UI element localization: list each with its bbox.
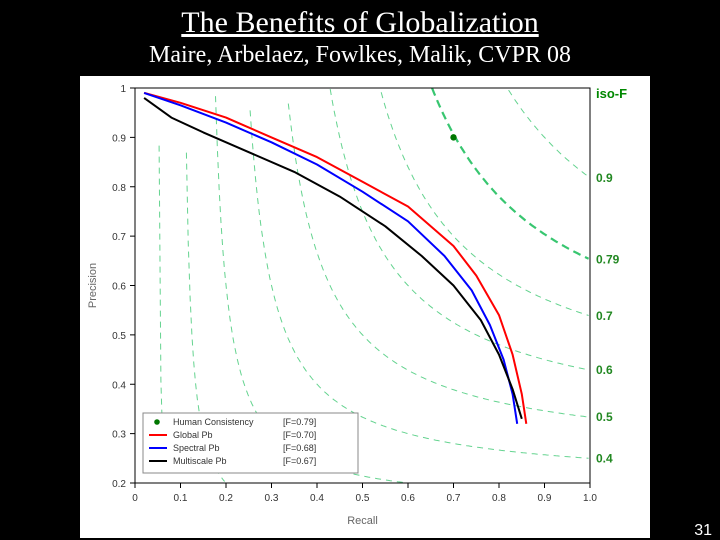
svg-text:[F=0.67]: [F=0.67] — [283, 456, 316, 466]
slide: The Benefits of Globalization Maire, Arb… — [0, 6, 720, 540]
svg-text:0.8: 0.8 — [112, 183, 126, 194]
svg-text:Spectral Pb: Spectral Pb — [173, 443, 220, 453]
svg-text:0.6: 0.6 — [112, 282, 126, 293]
svg-text:0.7: 0.7 — [112, 232, 126, 243]
svg-text:Global Pb: Global Pb — [173, 430, 213, 440]
svg-text:0.2: 0.2 — [219, 493, 233, 504]
svg-text:0.4: 0.4 — [310, 493, 324, 504]
svg-text:[F=0.79]: [F=0.79] — [283, 417, 316, 427]
svg-text:0.3: 0.3 — [265, 493, 279, 504]
svg-text:0.4: 0.4 — [596, 451, 613, 465]
page-number: 31 — [694, 522, 712, 540]
pr-chart: 0.4 0.5 0.6 0.7 0.79 0.9 iso-F 0 0.1 0.2 0.3 0.4 0.5… — [80, 76, 650, 538]
svg-text:0.1: 0.1 — [174, 493, 188, 504]
svg-text:Multiscale Pb: Multiscale Pb — [173, 456, 227, 466]
svg-text:[F=0.70]: [F=0.70] — [283, 430, 316, 440]
svg-text:0.5: 0.5 — [596, 410, 613, 424]
svg-text:[F=0.68]: [F=0.68] — [283, 443, 316, 453]
svg-text:Recall: Recall — [347, 515, 378, 527]
svg-text:0: 0 — [132, 493, 138, 504]
svg-text:0.9: 0.9 — [112, 133, 126, 144]
svg-text:0.5: 0.5 — [112, 331, 126, 342]
svg-text:0.8: 0.8 — [492, 493, 506, 504]
svg-text:0.9: 0.9 — [538, 493, 552, 504]
page-title: The Benefits of Globalization — [0, 6, 720, 40]
svg-text:0.79: 0.79 — [596, 252, 620, 266]
svg-text:0.6: 0.6 — [596, 363, 613, 377]
svg-text:Human Consistency: Human Consistency — [173, 417, 254, 427]
svg-text:0.2: 0.2 — [112, 479, 126, 490]
page-subtitle: Maire, Arbelaez, Fowlkes, Malik, CVPR 08 — [0, 42, 720, 69]
svg-text:1.0: 1.0 — [583, 493, 597, 504]
svg-text:iso-F: iso-F — [596, 86, 627, 101]
svg-text:0.9: 0.9 — [596, 171, 613, 185]
svg-text:1: 1 — [120, 84, 126, 95]
svg-text:0.4: 0.4 — [112, 380, 126, 391]
svg-text:0.7: 0.7 — [447, 493, 461, 504]
svg-text:0.3: 0.3 — [112, 430, 126, 441]
svg-text:0.6: 0.6 — [401, 493, 415, 504]
svg-text:0.5: 0.5 — [356, 493, 370, 504]
svg-text:Precision: Precision — [87, 263, 99, 308]
svg-text:0.7: 0.7 — [596, 309, 613, 323]
